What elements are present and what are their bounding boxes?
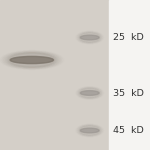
- Ellipse shape: [80, 128, 99, 133]
- Text: 35  kD: 35 kD: [113, 88, 144, 98]
- Ellipse shape: [10, 56, 54, 64]
- Ellipse shape: [80, 88, 100, 98]
- Ellipse shape: [9, 53, 55, 67]
- Text: 45  kD: 45 kD: [113, 126, 144, 135]
- Ellipse shape: [80, 126, 100, 135]
- Bar: [0, 0, 109, 150]
- Ellipse shape: [80, 91, 99, 95]
- Text: 25  kD: 25 kD: [113, 33, 144, 42]
- Ellipse shape: [80, 35, 99, 40]
- Ellipse shape: [80, 33, 100, 42]
- Ellipse shape: [8, 53, 56, 67]
- Bar: [109, 0, 145, 150]
